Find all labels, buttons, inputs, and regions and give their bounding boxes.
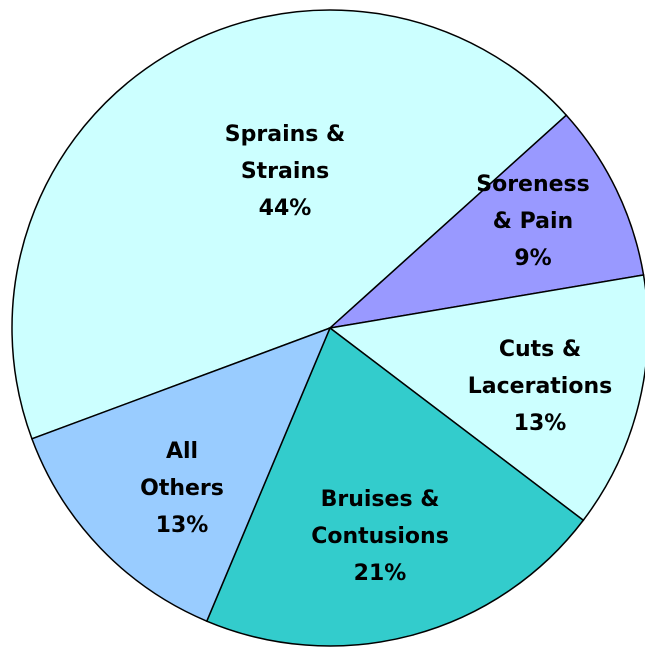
slice-label: & Pain [493, 209, 573, 234]
slice-label: All [166, 439, 198, 464]
pie-slice [205, 326, 585, 647]
slice-label: Strains [241, 159, 329, 184]
pie-slice [30, 326, 332, 623]
value-label: 13% [514, 411, 567, 436]
slice-label: Bruises & [321, 487, 440, 512]
slice-label: Sprains & [225, 122, 345, 147]
slice-label: Lacerations [468, 374, 612, 399]
slice-label: Soreness [476, 172, 590, 197]
value-label: 9% [514, 246, 551, 271]
slice-label: Others [140, 476, 224, 501]
pie-slice [11, 9, 568, 440]
value-label: 21% [354, 561, 407, 586]
pie-slice [328, 274, 645, 522]
value-label: 13% [156, 513, 209, 538]
slice-label: Contusions [311, 524, 449, 549]
pie-slice [327, 114, 645, 330]
slice-label: Cuts & [499, 337, 581, 362]
value-label: 44% [259, 196, 312, 221]
